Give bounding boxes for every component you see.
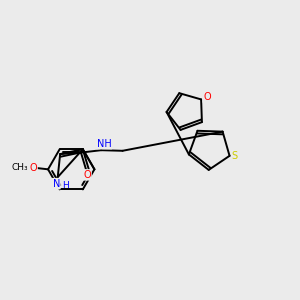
Text: O: O [83, 170, 91, 180]
Text: O: O [29, 163, 37, 173]
Text: CH₃: CH₃ [12, 163, 28, 172]
Text: N: N [52, 179, 60, 189]
Text: H: H [62, 181, 68, 190]
Text: NH: NH [97, 139, 112, 149]
Text: O: O [203, 92, 211, 102]
Text: S: S [232, 151, 238, 161]
